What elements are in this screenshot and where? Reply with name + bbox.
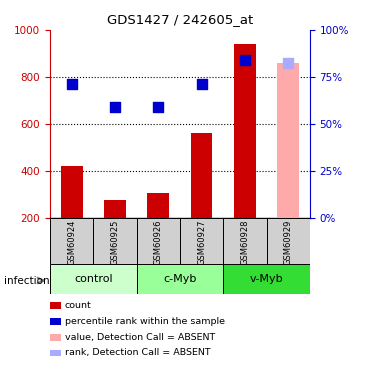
Bar	[266, 217, 310, 264]
Point	[242, 57, 248, 63]
Text: percentile rank within the sample: percentile rank within the sample	[65, 317, 225, 326]
Text: GSM60924: GSM60924	[67, 220, 76, 265]
Point	[69, 81, 75, 87]
Text: GSM60926: GSM60926	[154, 220, 163, 266]
Title: GDS1427 / 242605_at: GDS1427 / 242605_at	[107, 13, 253, 26]
Text: control: control	[74, 274, 113, 284]
Bar	[137, 264, 223, 294]
Text: GSM60927: GSM60927	[197, 220, 206, 266]
Text: count: count	[65, 301, 92, 310]
Text: c-Myb: c-Myb	[163, 274, 197, 284]
Point	[198, 81, 204, 87]
Bar	[104, 200, 126, 217]
Point	[155, 104, 161, 110]
Bar	[223, 264, 310, 294]
Text: rank, Detection Call = ABSENT: rank, Detection Call = ABSENT	[65, 348, 211, 357]
Bar	[180, 217, 223, 264]
Bar	[278, 63, 299, 217]
Bar	[148, 193, 169, 217]
Text: GSM60925: GSM60925	[111, 220, 119, 265]
Point	[112, 104, 118, 110]
Bar	[137, 217, 180, 264]
Bar	[50, 264, 137, 294]
Bar	[61, 166, 82, 218]
Text: value, Detection Call = ABSENT: value, Detection Call = ABSENT	[65, 333, 215, 342]
Text: GSM60929: GSM60929	[284, 220, 293, 265]
Bar	[50, 217, 93, 264]
Bar	[223, 217, 266, 264]
Bar	[234, 44, 256, 218]
Point	[285, 60, 291, 66]
Bar	[93, 217, 137, 264]
Bar	[191, 133, 212, 218]
Text: infection: infection	[4, 276, 49, 285]
Text: v-Myb: v-Myb	[250, 274, 283, 284]
Text: GSM60928: GSM60928	[240, 220, 249, 266]
